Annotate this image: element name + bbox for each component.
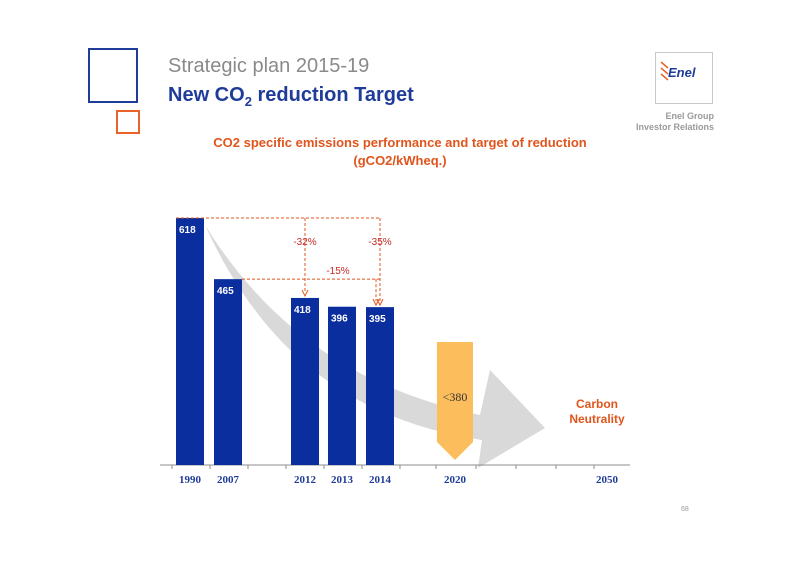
- pct-2014-vs-1990: -35%: [368, 237, 391, 248]
- enel-logo-text: Enel: [668, 65, 696, 80]
- bar-1990: [176, 218, 204, 465]
- x-tick-label-1990: 1990: [179, 474, 202, 486]
- bar-2014: [366, 307, 394, 465]
- bar-value-label-1990: 618: [179, 225, 196, 236]
- enel-logo: [655, 52, 713, 104]
- target-2020-label: <380: [443, 390, 468, 404]
- trend-arrow: [205, 225, 545, 468]
- bar-value-label-2012: 418: [294, 305, 311, 316]
- x-tick-label-2014: 2014: [369, 474, 392, 486]
- arrowhead-2012: [301, 289, 309, 298]
- enel-logo-mark-icon: [660, 61, 669, 81]
- company-line2: Investor Relations: [635, 122, 714, 132]
- slide-supertitle: Strategic plan 2015-19: [168, 55, 370, 77]
- chart-subtitle: (gCO2/kWheq.): [353, 153, 447, 168]
- x-tick-label-2050: 2050: [596, 474, 619, 486]
- title-rest: reduction Target: [251, 84, 414, 106]
- title-main: New CO: [168, 84, 245, 106]
- target-2020-marker: [437, 342, 473, 460]
- pct-2014-vs-2007: -15%: [326, 266, 349, 277]
- decorative-orange-square: [116, 110, 140, 134]
- bar-value-label-2013: 396: [331, 314, 348, 325]
- bar-2007: [214, 279, 242, 465]
- x-tick-label-2007: 2007: [217, 474, 240, 486]
- carbon-neutrality-line1: Carbon: [576, 397, 618, 411]
- chart-title: CO2 specific emissions performance and t…: [0, 134, 800, 170]
- x-tick-label-2020: 2020: [444, 474, 467, 486]
- bar-value-label-2014: 395: [369, 314, 386, 325]
- company-info: Enel Group Investor Relations: [636, 111, 714, 133]
- bar-2013: [328, 306, 356, 465]
- page-number: 68: [681, 506, 689, 513]
- slide-title: New CO2 reduction Target: [168, 84, 414, 109]
- company-line1: Enel Group: [665, 111, 714, 121]
- carbon-neutrality-line2: Neutrality: [569, 412, 625, 426]
- title-subscript: 2: [244, 94, 252, 109]
- x-tick-label-2013: 2013: [331, 474, 354, 486]
- bar-value-label-2007: 465: [217, 286, 234, 297]
- x-tick-label-2012: 2012: [294, 474, 317, 486]
- chart-title-line1: CO2 specific emissions performance and t…: [213, 135, 587, 150]
- pct-2012-vs-1990: -32%: [293, 237, 316, 248]
- bar-2012: [291, 297, 319, 465]
- arrowhead-2007-2014: [372, 298, 380, 307]
- decorative-blue-square: [88, 48, 138, 103]
